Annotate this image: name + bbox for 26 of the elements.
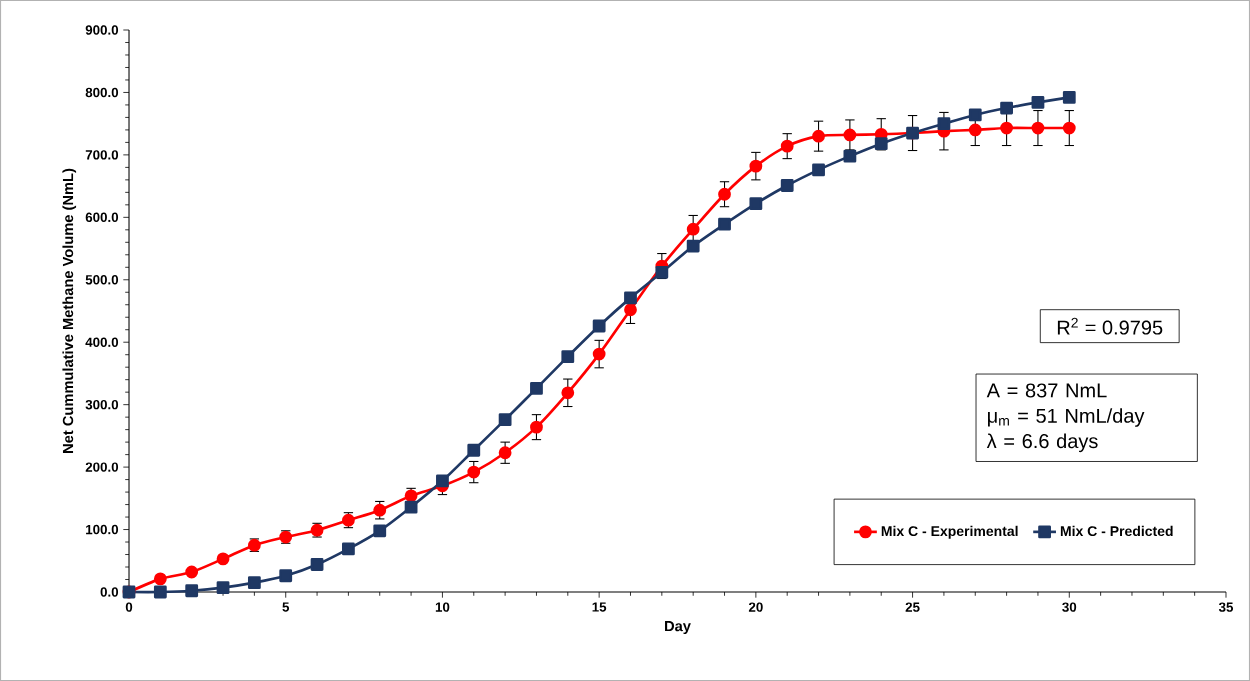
y-tick-label: 800.0: [85, 87, 119, 98]
y-tick-label: 500.0: [85, 275, 119, 285]
x-tick-label: 10: [435, 602, 450, 612]
y-tick-label: 0.0: [100, 587, 119, 597]
y-tick-label: 200.0: [85, 462, 119, 472]
annotation: A = 837 NmL: [986, 383, 1107, 398]
annotation: μ$_{m}$ = 51 NmL/day: [988, 408, 1145, 427]
y-tick-label: 300.0: [85, 399, 119, 410]
x-tick-label: 5: [282, 602, 290, 612]
y-tick-label: 400.0: [85, 337, 119, 347]
x-tick-label: 20: [748, 602, 763, 612]
legend-label: Mix C - Predicted: [1060, 525, 1173, 537]
y-tick-label: 100.0: [86, 524, 119, 535]
y-tick-label: 600.0: [85, 212, 119, 223]
annotation: λ = 6.6 days: [986, 433, 1098, 453]
x-tick-label: 30: [1062, 602, 1077, 612]
x-axis-title: Day: [665, 621, 691, 635]
x-tick-label: 35: [1218, 602, 1234, 612]
y-axis-title: Net Cummulative Methane Volume (NmL): [62, 168, 77, 453]
annotation: R$^{2}$ = 0.9795: [1057, 317, 1163, 335]
y-tick-label: 700.0: [85, 150, 119, 160]
x-tick-label: 0: [125, 602, 133, 612]
x-tick-label: 25: [905, 602, 920, 612]
y-tick-label: 900.0: [85, 25, 119, 35]
x-tick-label: 15: [592, 602, 607, 612]
legend-label: Mix C - Experimental: [881, 525, 1018, 539]
